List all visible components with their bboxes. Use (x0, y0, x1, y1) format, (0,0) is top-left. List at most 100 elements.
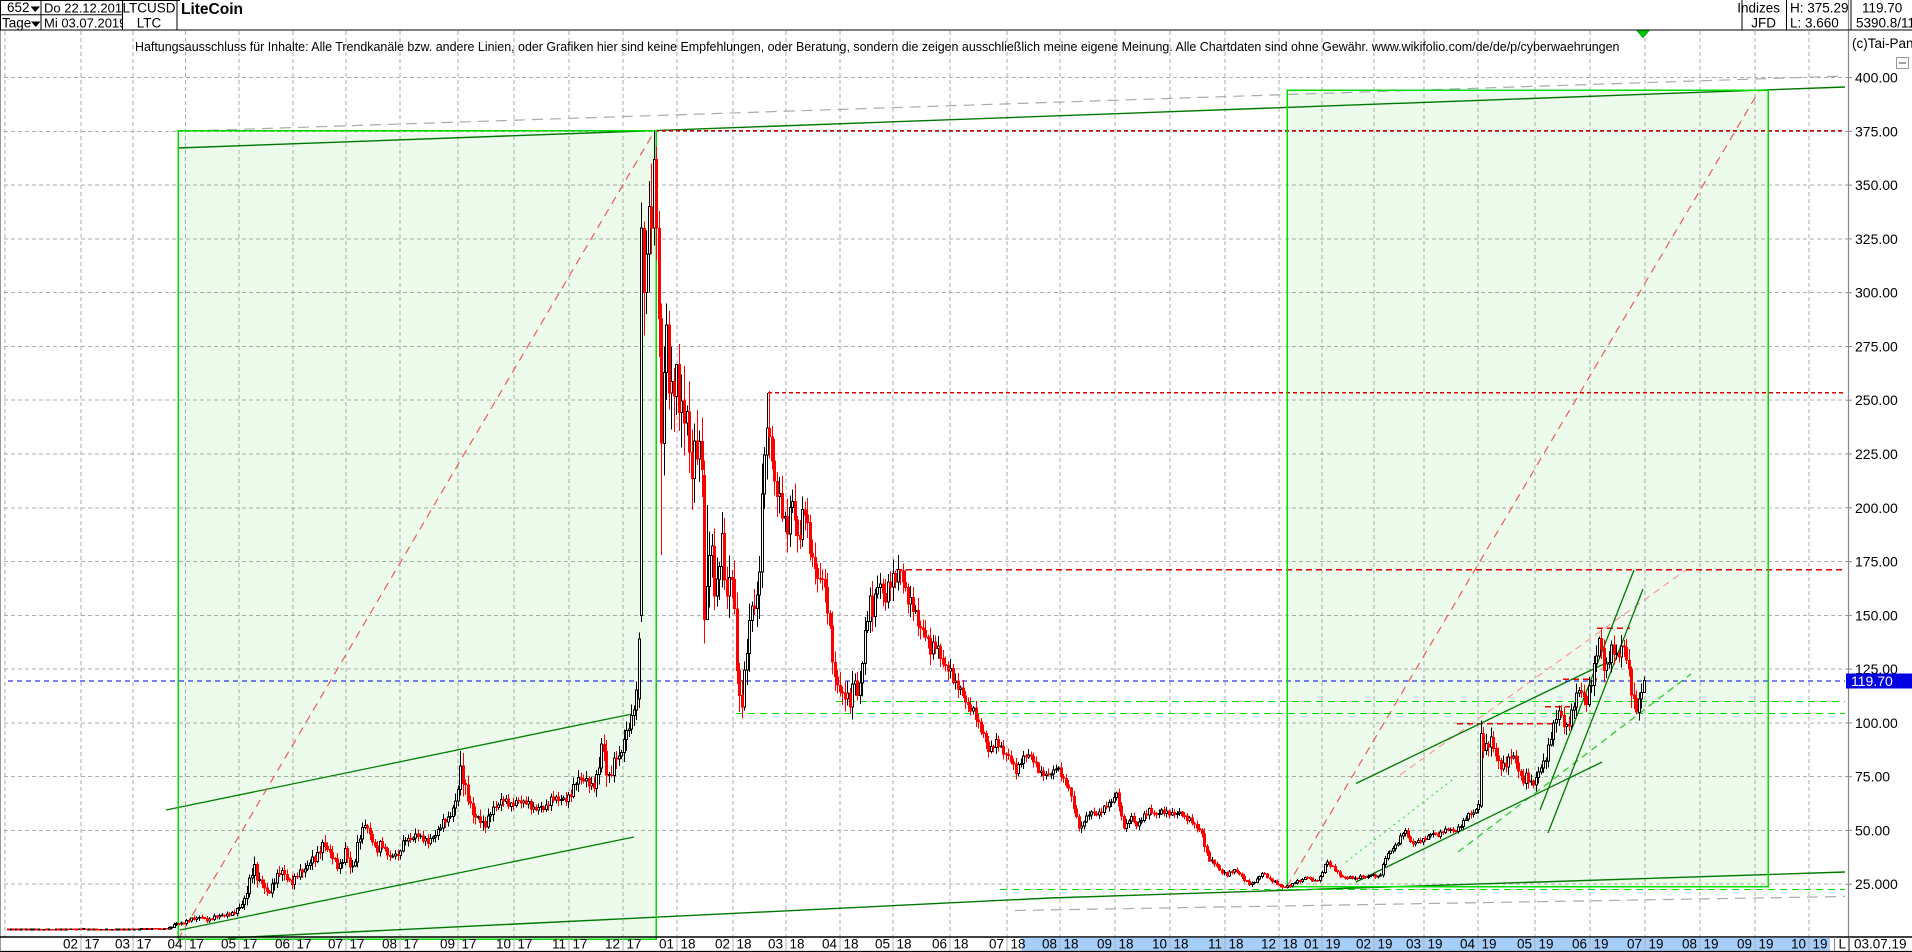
svg-text:375.00: 375.00 (1855, 123, 1898, 139)
svg-text:200.00: 200.00 (1855, 500, 1898, 516)
svg-text:19: 19 (1539, 937, 1554, 952)
svg-text:06: 06 (1572, 937, 1587, 952)
svg-text:10: 10 (1791, 937, 1806, 952)
svg-text:18: 18 (844, 937, 859, 952)
svg-text:75.00: 75.00 (1855, 769, 1890, 785)
svg-text:25.000: 25.000 (1855, 876, 1898, 892)
svg-text:17: 17 (462, 937, 477, 952)
svg-text:17: 17 (297, 937, 312, 952)
svg-text:18: 18 (1011, 937, 1026, 952)
svg-text:L: L (1839, 937, 1847, 952)
svg-text:06: 06 (275, 937, 290, 952)
svg-text:18: 18 (1229, 937, 1244, 952)
svg-text:07: 07 (989, 937, 1004, 952)
svg-text:Do 22.12.2016: Do 22.12.2016 (44, 1, 129, 16)
svg-text:350.00: 350.00 (1855, 177, 1898, 193)
svg-text:04: 04 (822, 937, 838, 952)
svg-text:19: 19 (1326, 937, 1341, 952)
svg-text:19: 19 (1594, 937, 1609, 952)
svg-text:275.00: 275.00 (1855, 339, 1898, 355)
svg-text:17: 17 (518, 937, 533, 952)
svg-text:04: 04 (1460, 937, 1476, 952)
svg-text:09: 09 (440, 937, 455, 952)
svg-text:5390.8/117: 5390.8/117 (1856, 16, 1912, 31)
svg-text:06: 06 (932, 937, 947, 952)
svg-text:652: 652 (7, 0, 30, 15)
svg-text:05: 05 (875, 937, 890, 952)
svg-text:18: 18 (1119, 937, 1134, 952)
svg-text:10: 10 (496, 937, 511, 952)
svg-text:125.00: 125.00 (1855, 661, 1898, 677)
svg-text:03: 03 (1406, 937, 1421, 952)
svg-text:10: 10 (1152, 937, 1167, 952)
svg-text:Mi 03.07.2019: Mi 03.07.2019 (44, 16, 126, 31)
svg-text:03: 03 (768, 937, 783, 952)
svg-text:05: 05 (221, 937, 236, 952)
svg-text:119.70: 119.70 (1862, 1, 1902, 16)
svg-text:07: 07 (328, 937, 343, 952)
svg-text:Tage: Tage (2, 16, 31, 31)
svg-text:L: 3.660: L: 3.660 (1790, 16, 1839, 31)
svg-text:Indizes: Indizes (1737, 1, 1780, 16)
svg-text:08: 08 (1042, 937, 1057, 952)
svg-text:18: 18 (954, 937, 969, 952)
svg-text:08: 08 (1682, 937, 1697, 952)
svg-text:119.70: 119.70 (1851, 673, 1893, 689)
svg-text:03: 03 (115, 937, 130, 952)
svg-text:18: 18 (1174, 937, 1189, 952)
svg-text:17: 17 (137, 937, 152, 952)
svg-text:04: 04 (167, 937, 183, 952)
svg-text:02: 02 (63, 937, 78, 952)
svg-text:150.00: 150.00 (1855, 607, 1898, 623)
svg-text:H: 375.29: H: 375.29 (1790, 1, 1849, 16)
svg-text:18: 18 (897, 937, 912, 952)
svg-text:19: 19 (1428, 937, 1443, 952)
svg-text:17: 17 (85, 937, 100, 952)
svg-text:17: 17 (243, 937, 258, 952)
svg-text:09: 09 (1737, 937, 1752, 952)
svg-text:19: 19 (1378, 937, 1393, 952)
svg-text:19: 19 (1649, 937, 1664, 952)
svg-text:12: 12 (1261, 937, 1276, 952)
svg-text:18: 18 (790, 937, 805, 952)
svg-text:18: 18 (1064, 937, 1079, 952)
svg-text:18: 18 (1283, 937, 1298, 952)
svg-text:02: 02 (1356, 937, 1371, 952)
svg-text:19: 19 (1813, 937, 1828, 952)
svg-text:05: 05 (1517, 937, 1532, 952)
svg-text:17: 17 (404, 937, 419, 952)
svg-text:17: 17 (350, 937, 365, 952)
svg-text:19: 19 (1759, 937, 1774, 952)
svg-text:LTCUSD: LTCUSD (122, 1, 175, 16)
svg-text:03.07.19: 03.07.19 (1854, 937, 1907, 952)
svg-text:12: 12 (605, 937, 620, 952)
svg-text:19: 19 (1704, 937, 1719, 952)
svg-text:08: 08 (382, 937, 397, 952)
svg-text:175.00: 175.00 (1855, 554, 1898, 570)
svg-text:250.00: 250.00 (1855, 392, 1898, 408)
svg-text:17: 17 (627, 937, 642, 952)
svg-text:07: 07 (1627, 937, 1642, 952)
svg-text:225.00: 225.00 (1855, 446, 1898, 462)
svg-text:100.00: 100.00 (1855, 715, 1898, 731)
svg-text:LiteCoin: LiteCoin (181, 1, 243, 18)
svg-text:01: 01 (1304, 937, 1319, 952)
svg-text:JFD: JFD (1751, 16, 1776, 31)
svg-text:(c)Tai-Pan: (c)Tai-Pan (1852, 36, 1912, 51)
svg-text:11: 11 (1208, 937, 1222, 952)
svg-text:02: 02 (715, 937, 730, 952)
svg-text:50.00: 50.00 (1855, 822, 1890, 838)
svg-text:17: 17 (189, 937, 204, 952)
svg-text:Haftungsausschluss für Inhalte: Haftungsausschluss für Inhalte: Alle Tre… (135, 40, 1619, 54)
svg-text:400.00: 400.00 (1855, 70, 1898, 86)
svg-text:325.00: 325.00 (1855, 231, 1898, 247)
svg-text:09: 09 (1097, 937, 1112, 952)
svg-text:LTC: LTC (137, 16, 162, 31)
svg-text:11: 11 (552, 937, 566, 952)
svg-text:300.00: 300.00 (1855, 285, 1898, 301)
svg-text:18: 18 (681, 937, 696, 952)
svg-text:19: 19 (1482, 937, 1497, 952)
svg-text:01: 01 (659, 937, 674, 952)
svg-text:17: 17 (573, 937, 588, 952)
svg-text:18: 18 (737, 937, 752, 952)
